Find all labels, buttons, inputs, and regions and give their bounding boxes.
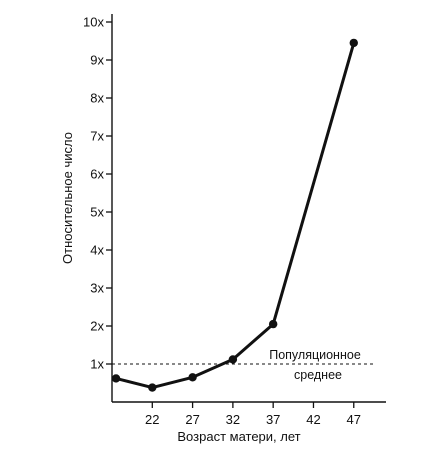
population-average-label-line2: среднее — [294, 368, 342, 382]
x-ticks: 22 27 32 37 42 47 — [145, 402, 361, 427]
x-tick-label: 42 — [306, 412, 320, 427]
y-tick-label: 2x — [90, 319, 104, 334]
y-tick-label: 3x — [90, 281, 104, 296]
x-tick-label: 22 — [145, 412, 159, 427]
y-ticks: 1x 2x 3x 4x 5x 6x 7x 8x 9x 10x — [83, 15, 112, 372]
data-point — [188, 373, 197, 382]
axes — [111, 14, 386, 403]
x-tick-label: 27 — [185, 412, 199, 427]
data-point — [111, 374, 121, 383]
data-point — [268, 319, 278, 329]
x-tick-label: 32 — [226, 412, 240, 427]
x-tick-label: 47 — [347, 412, 361, 427]
data-point — [148, 383, 157, 392]
y-tick-label: 10x — [83, 15, 104, 30]
y-tick-label: 4x — [90, 243, 104, 258]
x-tick-label: 37 — [266, 412, 280, 427]
y-tick-label: 1x — [90, 357, 104, 372]
y-axis-title: Относительное число — [60, 132, 75, 264]
data-point — [349, 38, 358, 48]
y-tick-label: 8x — [90, 91, 104, 106]
y-tick-label: 9x — [90, 53, 104, 68]
series-line — [115, 42, 356, 390]
y-tick-label: 6x — [90, 167, 104, 182]
data-points — [111, 38, 358, 392]
data-point — [228, 355, 238, 364]
y-tick-label: 7x — [90, 129, 104, 144]
y-tick-label: 5x — [90, 205, 104, 220]
x-axis-title: Возраст матери, лет — [177, 429, 300, 444]
population-average-label: Популяционное — [269, 348, 361, 362]
